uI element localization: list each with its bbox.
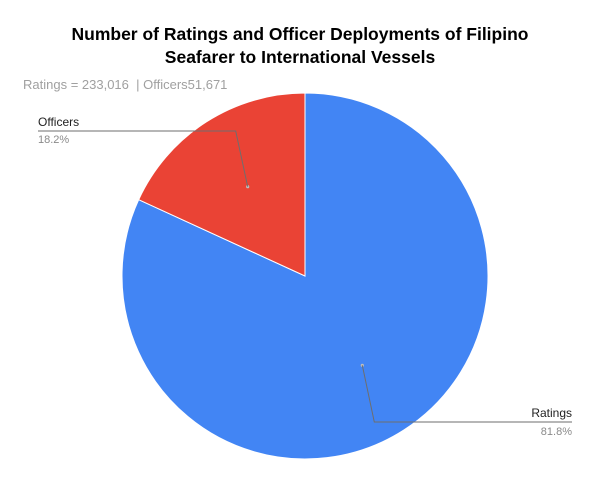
leader-line-ratings bbox=[361, 365, 572, 423]
pie-slice-officers[interactable] bbox=[138, 92, 306, 277]
chart-title-line-2: Seafarer to International Vessels bbox=[165, 47, 436, 67]
slice-percent-officers: 18.2% bbox=[38, 134, 69, 146]
pie-slices bbox=[121, 92, 489, 460]
chart-title-line-1: Number of Ratings and Officer Deployment… bbox=[72, 24, 529, 44]
slice-label-ratings: Ratings bbox=[531, 406, 572, 420]
pie-labels: Ratings 81.8% Officers 18.2% bbox=[38, 115, 572, 438]
slice-percent-ratings: 81.8% bbox=[541, 426, 572, 438]
pie-slice-ratings[interactable] bbox=[121, 92, 489, 460]
slice-label-officers: Officers bbox=[38, 115, 79, 129]
leader-line-officers bbox=[38, 130, 249, 187]
chart-subtitle: Ratings = 233,016 | Officers51,671 bbox=[23, 77, 227, 92]
